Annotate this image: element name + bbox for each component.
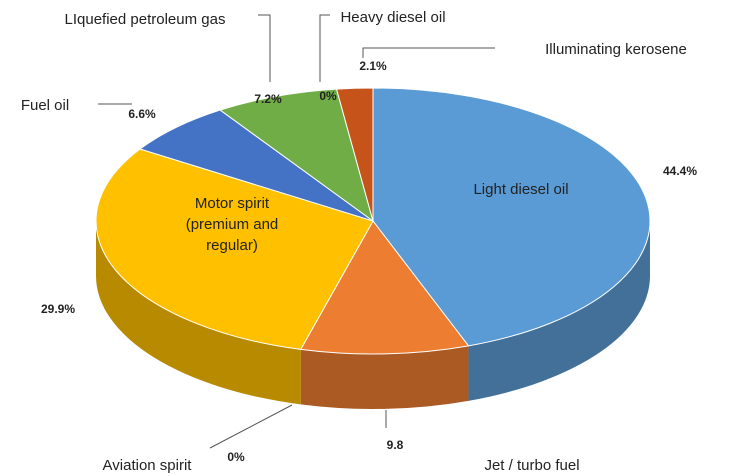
- leader-line: [209, 404, 293, 449]
- value-label: 2.1%: [359, 59, 387, 73]
- value-label: 29.9%: [41, 302, 75, 316]
- slice: [299, 220, 470, 355]
- value-label: 6.6%: [128, 107, 156, 121]
- category-label: Illuminating kerosene: [545, 41, 687, 58]
- slice-tops: [95, 87, 651, 355]
- leader-lines: [98, 14, 495, 449]
- category-label: Light diesel oil: [473, 181, 568, 198]
- value-label: 0%: [227, 450, 245, 464]
- slice: [138, 109, 374, 222]
- slice-sides: [96, 221, 650, 409]
- value-label: 44.4%: [663, 164, 697, 178]
- category-label: Motor spirit (premium and regular): [185, 195, 279, 254]
- leader-line: [258, 14, 271, 82]
- slice: [219, 88, 374, 223]
- slice-side: [468, 221, 650, 401]
- slice: [95, 148, 374, 350]
- slice-side: [300, 345, 469, 409]
- labels: Light diesel oil 44.4% Jet / turbo fuel 9.8…: [21, 9, 698, 474]
- category-label-box: Motor spirit (premium and regular): [185, 195, 279, 254]
- category-label: LIquefied petroleum gas: [65, 11, 226, 28]
- slice-side: [96, 221, 301, 405]
- category-label: Heavy diesel oil: [340, 9, 445, 26]
- value-label: 7.2%: [254, 92, 282, 106]
- leader-line: [362, 47, 495, 58]
- slice: [335, 87, 374, 222]
- leader-line: [319, 14, 330, 82]
- slices: [95, 87, 651, 409]
- value-label: 0%: [319, 89, 337, 103]
- category-label: Aviation spirit: [103, 457, 193, 474]
- value-label: 9.8: [387, 438, 404, 452]
- category-label: Fuel oil: [21, 97, 69, 114]
- slice: [372, 87, 651, 347]
- category-label: Jet / turbo fuel: [484, 457, 579, 474]
